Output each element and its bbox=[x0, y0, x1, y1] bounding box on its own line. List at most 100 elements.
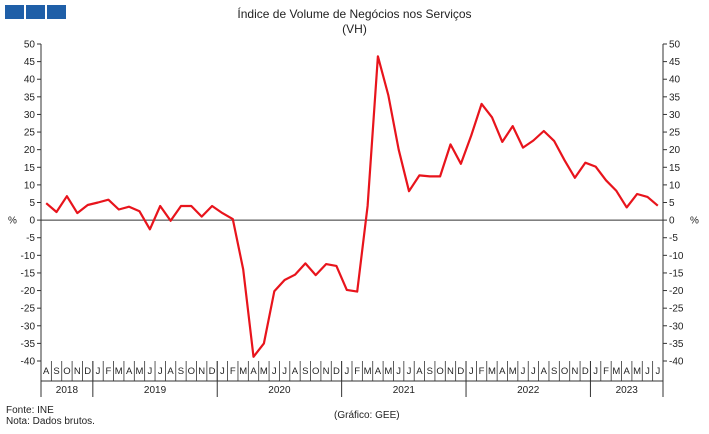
y-tick-label-right: 20 bbox=[669, 145, 681, 156]
y-tick-label-left: 40 bbox=[24, 75, 36, 86]
x-month-label: O bbox=[188, 366, 195, 377]
x-month-label: J bbox=[407, 366, 412, 377]
x-month-label: J bbox=[220, 366, 225, 377]
x-month-label: A bbox=[292, 366, 299, 377]
x-month-label: A bbox=[250, 366, 257, 377]
source-note: Fonte: INE bbox=[6, 405, 54, 416]
y-tick-label-right: 10 bbox=[669, 180, 681, 191]
x-month-label: A bbox=[416, 366, 423, 377]
y-tick-label-right: -40 bbox=[669, 357, 684, 368]
x-month-label: F bbox=[479, 366, 485, 377]
x-month-label: M bbox=[239, 366, 247, 377]
x-month-label: S bbox=[53, 366, 59, 377]
x-month-label: J bbox=[655, 366, 660, 377]
x-month-label: D bbox=[333, 366, 340, 377]
x-month-label: J bbox=[344, 366, 349, 377]
y-tick-label-left: 45 bbox=[24, 57, 36, 68]
x-year-label: 2022 bbox=[517, 385, 540, 396]
y-tick-label-left: 50 bbox=[24, 40, 36, 51]
x-month-label: J bbox=[282, 366, 287, 377]
y-tick-label-left: 20 bbox=[24, 145, 36, 156]
x-year-label: 2023 bbox=[616, 385, 639, 396]
x-month-label: F bbox=[230, 366, 236, 377]
y-tick-label-left: -25 bbox=[21, 304, 36, 315]
x-month-label: N bbox=[74, 366, 81, 377]
y-tick-label-left: -15 bbox=[21, 268, 36, 279]
x-month-label: J bbox=[147, 366, 152, 377]
y-tick-label-right: 5 bbox=[669, 198, 675, 209]
x-month-label: D bbox=[457, 366, 464, 377]
x-month-label: M bbox=[115, 366, 123, 377]
x-month-label: S bbox=[178, 366, 184, 377]
x-month-label: J bbox=[469, 366, 474, 377]
y-tick-label-left: -10 bbox=[21, 251, 36, 262]
data-note: Nota: Dados brutos. bbox=[6, 416, 95, 427]
ine-logo-icon bbox=[5, 5, 66, 19]
y-tick-label-left: -20 bbox=[21, 286, 36, 297]
y-tick-label-right: -15 bbox=[669, 268, 684, 279]
x-month-label: F bbox=[354, 366, 360, 377]
y-unit-label-left: % bbox=[8, 216, 17, 227]
x-month-label: M bbox=[136, 366, 144, 377]
x-month-label: A bbox=[43, 366, 50, 377]
x-month-label: O bbox=[561, 366, 568, 377]
x-month-label: A bbox=[126, 366, 133, 377]
x-month-label: S bbox=[551, 366, 557, 377]
x-month-label: D bbox=[84, 366, 91, 377]
x-month-label: S bbox=[302, 366, 308, 377]
x-month-label: N bbox=[198, 366, 205, 377]
y-tick-label-left: 15 bbox=[24, 163, 36, 174]
x-month-label: J bbox=[531, 366, 536, 377]
x-month-label: M bbox=[260, 366, 268, 377]
y-tick-label-right: -20 bbox=[669, 286, 684, 297]
x-month-label: A bbox=[167, 366, 174, 377]
chart-subtitle: (VH) bbox=[342, 22, 367, 36]
x-month-label: J bbox=[396, 366, 401, 377]
y-tick-label-right: -25 bbox=[669, 304, 684, 315]
y-tick-label-right: 45 bbox=[669, 57, 681, 68]
x-month-label: J bbox=[158, 366, 163, 377]
x-month-label: S bbox=[427, 366, 433, 377]
y-tick-label-left: 25 bbox=[24, 128, 36, 139]
x-year-label: 2021 bbox=[393, 385, 416, 396]
x-month-label: J bbox=[521, 366, 526, 377]
y-unit-label-right: % bbox=[690, 216, 699, 227]
y-tick-label-right: -35 bbox=[669, 339, 684, 350]
x-month-label: M bbox=[612, 366, 620, 377]
chart-credit: (Gráfico: GEE) bbox=[334, 410, 400, 421]
y-tick-label-right: 15 bbox=[669, 163, 681, 174]
x-month-label: M bbox=[384, 366, 392, 377]
x-year-label: 2019 bbox=[144, 385, 167, 396]
x-month-label: N bbox=[571, 366, 578, 377]
x-month-label: D bbox=[582, 366, 589, 377]
y-tick-label-right: -5 bbox=[669, 233, 678, 244]
x-month-label: A bbox=[541, 366, 548, 377]
x-year-label: 2020 bbox=[268, 385, 291, 396]
x-month-label: A bbox=[624, 366, 631, 377]
x-month-label: D bbox=[209, 366, 216, 377]
y-tick-label-right: 50 bbox=[669, 40, 681, 51]
series-line bbox=[45, 55, 659, 358]
x-month-label: A bbox=[375, 366, 382, 377]
x-month-label: J bbox=[96, 366, 101, 377]
y-tick-label-right: 40 bbox=[669, 75, 681, 86]
y-tick-label-left: 35 bbox=[24, 92, 36, 103]
chart-axes bbox=[40, 44, 664, 397]
x-month-label: J bbox=[593, 366, 598, 377]
y-tick-label-left: -35 bbox=[21, 339, 36, 350]
x-month-label: O bbox=[436, 366, 443, 377]
x-year-label: 2018 bbox=[56, 385, 79, 396]
x-month-label: M bbox=[633, 366, 641, 377]
x-month-label: F bbox=[105, 366, 111, 377]
x-month-label: N bbox=[323, 366, 330, 377]
x-month-label: N bbox=[447, 366, 454, 377]
y-tick-label-left: -40 bbox=[21, 357, 36, 368]
x-month-label: M bbox=[364, 366, 372, 377]
x-month-label: O bbox=[312, 366, 319, 377]
y-tick-label-left: -5 bbox=[26, 233, 35, 244]
y-tick-label-right: 25 bbox=[669, 128, 681, 139]
y-tick-label-left: 30 bbox=[24, 110, 36, 121]
y-tick-label-right: -30 bbox=[669, 321, 684, 332]
